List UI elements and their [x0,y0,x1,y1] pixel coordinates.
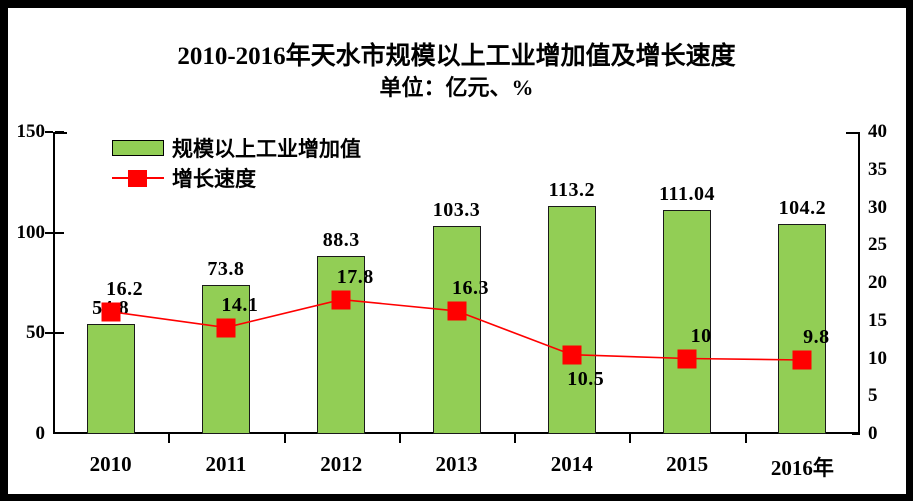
y-axis-left-tick-mark-inner [55,131,64,133]
chart-legend: 规模以上工业增加值 增长速度 [112,133,361,193]
y-axis-left-tick-label: 0 [35,423,46,444]
bar [547,206,596,434]
y-axis-right-tick-label: 15 [868,309,887,331]
y-axis-left: 0 50 100 150 [8,8,46,494]
y-axis-right-tick-label: 10 [868,347,887,369]
line-value-label: 16.2 [106,277,144,300]
line-marker [792,350,812,370]
y-axis-left-tick-label: 150 [16,121,46,142]
x-axis-tick-mark [168,434,171,443]
frame-tick-top-left [53,132,67,134]
y-axis-right-tick-label: 20 [868,272,887,293]
bar-value-label: 111.04 [659,183,715,206]
y-axis-right-tick-label: 5 [868,385,878,407]
bar [86,323,135,434]
y-axis-left-tick-mark-inner [55,332,64,335]
line-marker [677,349,697,368]
bar [663,210,712,434]
y-axis-left-tick-label: 50 [26,322,45,344]
legend-item-line: 增长速度 [112,163,361,193]
line-value-label: 9.8 [803,326,830,348]
x-axis-tick-mark [283,434,286,443]
legend-bar-label: 规模以上工业增加值 [172,137,361,161]
legend-line-swatch-icon [112,169,164,187]
x-axis-tick-label: 2012 [320,452,363,476]
line-value-label: 14.1 [221,293,259,316]
x-axis-tick-mark [629,434,632,443]
y-axis-right: 0 5 10 15 20 25 30 35 40 [868,8,906,494]
y-axis-right-tick-label: 0 [868,423,878,444]
y-axis-right-tick-mark [852,433,860,435]
x-axis-tick-label: 2015 [666,452,709,476]
y-axis-left-tick-mark [45,231,53,234]
y-axis-right-tick-label: 30 [868,196,887,218]
line-marker [101,302,121,322]
bar-value-label: 103.3 [432,199,481,222]
line-marker [562,345,582,365]
line-value-label: 16.3 [452,276,489,299]
bar-value-label: 113.2 [548,179,595,202]
legend-line-marker [128,170,147,187]
line-value-label: 17.8 [336,265,374,288]
bar-value-label: 88.3 [322,229,360,252]
line-value-label: 10.5 [567,367,605,390]
line-marker [216,318,236,338]
y-axis-left-tick-label: 100 [16,221,46,243]
frame-tick-top-right [846,132,860,134]
y-axis-right-tick-label: 25 [868,234,887,256]
x-axis-tick-mark [744,434,747,443]
y-axis-left-tick-mark [45,332,53,335]
line-value-label: 10 [690,324,712,347]
y-axis-right-tick-label: 40 [868,121,887,142]
chart-subtitle: 单位：亿元、% [379,75,534,100]
x-axis-tick-mark [514,434,517,443]
x-axis-tick-label: 2014 [550,452,593,476]
y-axis-left-tick-mark-inner [55,231,64,234]
x-axis-tick-label: 2010 [89,452,132,476]
y-axis-left-tick-mark [45,131,53,133]
chart-title: 2010-2016年天水市规模以上工业增加值及增长速度 [177,43,736,70]
x-axis-tick-label: 2016年 [770,456,834,480]
bar-value-label: 104.2 [778,197,827,220]
legend-item-bar: 规模以上工业增加值 [112,133,361,163]
x-axis-tick-label: 2011 [205,452,247,476]
x-axis-tick-mark [398,434,401,443]
bar [432,226,481,434]
line-marker [331,290,351,310]
line-marker [447,301,466,321]
legend-line-label: 增长速度 [172,167,256,191]
legend-bar-swatch-icon [112,140,164,156]
bar-value-label: 73.8 [207,258,245,281]
x-axis-tick-label: 2013 [435,452,478,476]
y-axis-right-tick-label: 35 [868,158,887,180]
